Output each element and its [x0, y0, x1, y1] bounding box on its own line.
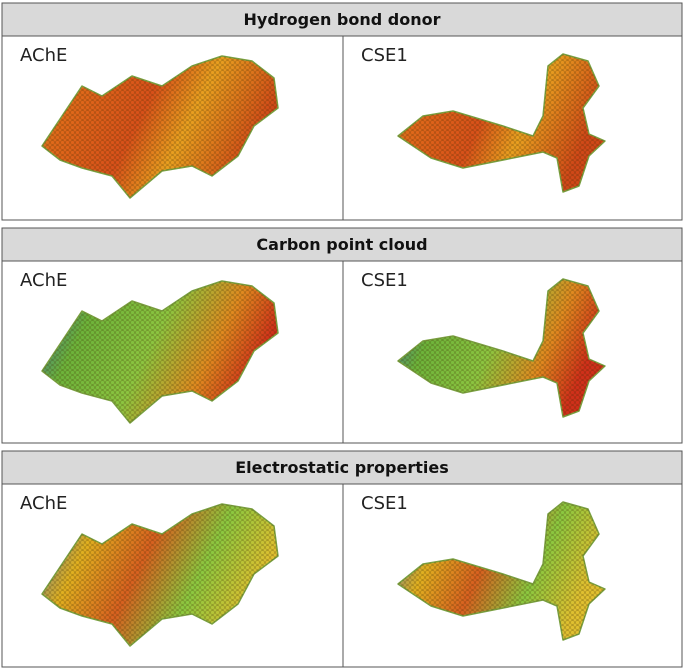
point-cloud-texture — [42, 56, 278, 198]
cell-label: AChE — [20, 45, 67, 66]
cell-label: CSE1 — [361, 270, 408, 291]
panel-header — [1, 227, 683, 262]
point-cloud-texture — [42, 504, 278, 646]
point-cloud-texture — [398, 54, 605, 192]
panel-title: Hydrogen bond donor — [244, 10, 441, 29]
cell-label: CSE1 — [361, 45, 408, 66]
panel-header — [1, 2, 683, 37]
cell-label: AChE — [20, 493, 67, 514]
point-cloud-texture — [398, 279, 605, 417]
cell-label: AChE — [20, 270, 67, 291]
panel-header — [1, 450, 683, 485]
panel-title: Carbon point cloud — [256, 235, 427, 254]
cell-label: CSE1 — [361, 493, 408, 514]
point-cloud-texture — [42, 281, 278, 423]
point-cloud-texture — [398, 502, 605, 640]
panel-title: Electrostatic properties — [235, 458, 448, 477]
